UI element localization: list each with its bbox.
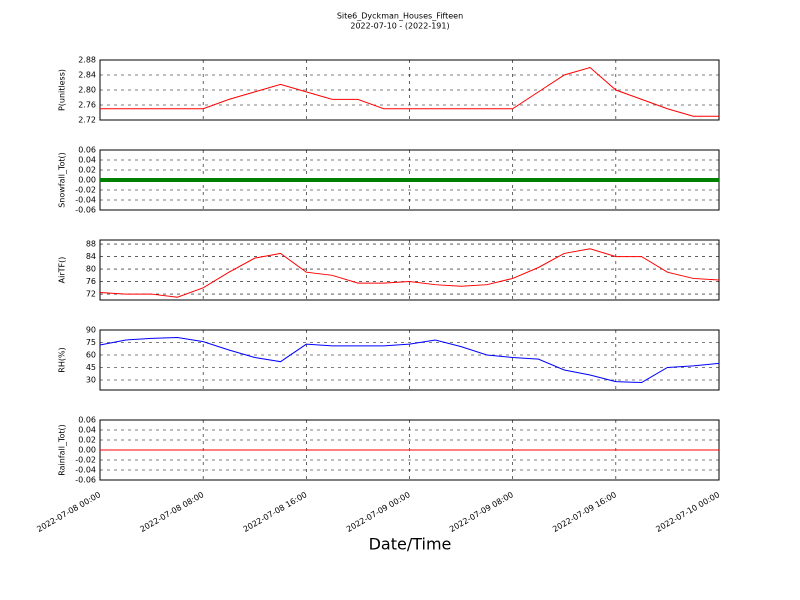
- y-tick-label: 0.06: [78, 146, 96, 155]
- y-tick-label: -0.02: [75, 186, 96, 195]
- chart-title: Site6_Dyckman_Houses_Fifteen: [337, 12, 463, 21]
- y-tick-label: 75: [86, 338, 96, 347]
- y-tick-label: -0.04: [75, 196, 96, 205]
- x-tick-label: 2022-07-10 00:00: [654, 490, 721, 534]
- plot-frame: [99, 329, 720, 391]
- x-tick-label: 2022-07-08 16:00: [242, 490, 309, 534]
- y-tick-label: 0.02: [78, 166, 96, 175]
- y-axis-label: P(unitless): [58, 69, 67, 111]
- y-axis-label: AirTF(): [58, 257, 67, 284]
- y-tick-label: 72: [86, 290, 96, 299]
- x-tick-label: 2022-07-09 00:00: [345, 490, 412, 534]
- y-tick-label: 2.84: [78, 71, 96, 80]
- y-tick-label: 30: [86, 376, 96, 385]
- y-tick-label: 2.80: [78, 86, 96, 95]
- chart-subtitle: 2022-07-10 - (2022-191): [350, 22, 449, 31]
- data-line: [99, 336, 720, 384]
- x-axis-label: Date/Time: [369, 535, 452, 554]
- plot-frame: [99, 239, 720, 301]
- y-tick-label: 88: [86, 240, 96, 249]
- y-tick-label: 0.00: [78, 446, 96, 455]
- y-tick-label: 0.00: [78, 176, 96, 185]
- y-tick-label: 80: [86, 265, 96, 274]
- y-tick-label: 2.76: [78, 101, 96, 110]
- y-tick-label: -0.02: [75, 456, 96, 465]
- x-tick-label: 2022-07-08 00:00: [35, 490, 102, 534]
- y-tick-label: 90: [86, 326, 96, 335]
- y-axis-label: Snowfall_Tot(): [58, 152, 67, 208]
- y-tick-label: 60: [86, 351, 96, 360]
- x-tick-label: 2022-07-09 08:00: [448, 490, 515, 534]
- data-line: [100, 66, 719, 117]
- y-tick-label: 76: [86, 277, 96, 286]
- plot-frame: [99, 59, 720, 121]
- x-tick-label: 2022-07-08 08:00: [138, 490, 205, 534]
- data-line: [99, 248, 720, 298]
- y-tick-label: 0.04: [78, 156, 96, 165]
- y-tick-label: 2.88: [78, 56, 96, 65]
- y-tick-label: 45: [86, 363, 96, 372]
- x-tick-label: 2022-07-09 16:00: [551, 490, 618, 534]
- y-tick-label: -0.04: [75, 466, 96, 475]
- y-tick-label: 0.06: [78, 416, 96, 425]
- y-tick-label: 0.04: [78, 426, 96, 435]
- y-axis-label: RH(%): [58, 347, 67, 372]
- y-tick-label: -0.06: [75, 206, 96, 215]
- y-axis-label: Rainfall_Tot(): [58, 424, 67, 476]
- y-tick-label: 2.72: [78, 116, 96, 125]
- y-tick-label: 0.02: [78, 436, 96, 445]
- y-tick-label: -0.06: [75, 476, 96, 485]
- y-tick-label: 84: [86, 252, 96, 261]
